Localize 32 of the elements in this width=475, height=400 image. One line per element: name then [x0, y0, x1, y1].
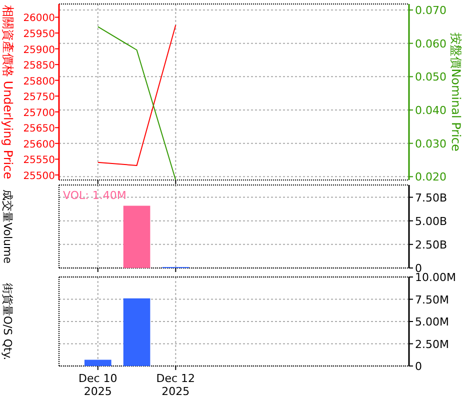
y-axis-title: 街貨量O/S Qty.	[1, 282, 14, 360]
y-tick-label: 25850	[23, 60, 55, 72]
y-tick-label: 25800	[23, 76, 55, 88]
y2-tick-label: 0.070	[415, 4, 446, 17]
y2-tick-label: 7.50B	[415, 191, 448, 204]
y2-axis-title: 按盤價Nominal Price	[449, 32, 463, 152]
y2-tick-label: 0.050	[415, 70, 446, 84]
y-tick-label: 25750	[23, 92, 55, 104]
y-tick-label: 25900	[23, 44, 55, 56]
y2-tick-label: 10.00M	[415, 271, 456, 284]
y-tick-label: 25950	[23, 29, 55, 40]
y2-tick-label: 2.50B	[415, 238, 448, 252]
y-tick-label: 25550	[23, 155, 55, 166]
y-tick-label: 25700	[23, 108, 55, 119]
y-tick-label: 25600	[23, 139, 55, 150]
y2-tick-label: 0.020	[415, 170, 446, 184]
y-tick-label: 25500	[23, 170, 55, 182]
y-tick-label: 26000	[23, 13, 55, 24]
y2-tick-label: 0.030	[415, 137, 446, 150]
y2-tick-label: 5.00M	[415, 316, 449, 328]
y-axis-title: 成交量Volume	[1, 190, 14, 264]
annotation: VOL: 1.40M	[63, 189, 126, 202]
x-tick-label: Dec 10 2025	[78, 372, 118, 398]
y2-tick-label: 0	[415, 360, 422, 373]
y2-tick-label: 2.50M	[415, 338, 449, 351]
y-tick-label: 25650	[23, 124, 55, 135]
y2-tick-label: 0.040	[415, 104, 446, 117]
y-axis-title: 相關資產價格 Underlying Price	[1, 4, 15, 180]
y2-tick-label: 7.50M	[415, 293, 449, 306]
x-tick-label: Dec 12 2025	[156, 372, 196, 398]
y2-tick-label: 0.060	[415, 37, 446, 50]
y2-tick-label: 5.00B	[415, 214, 448, 228]
